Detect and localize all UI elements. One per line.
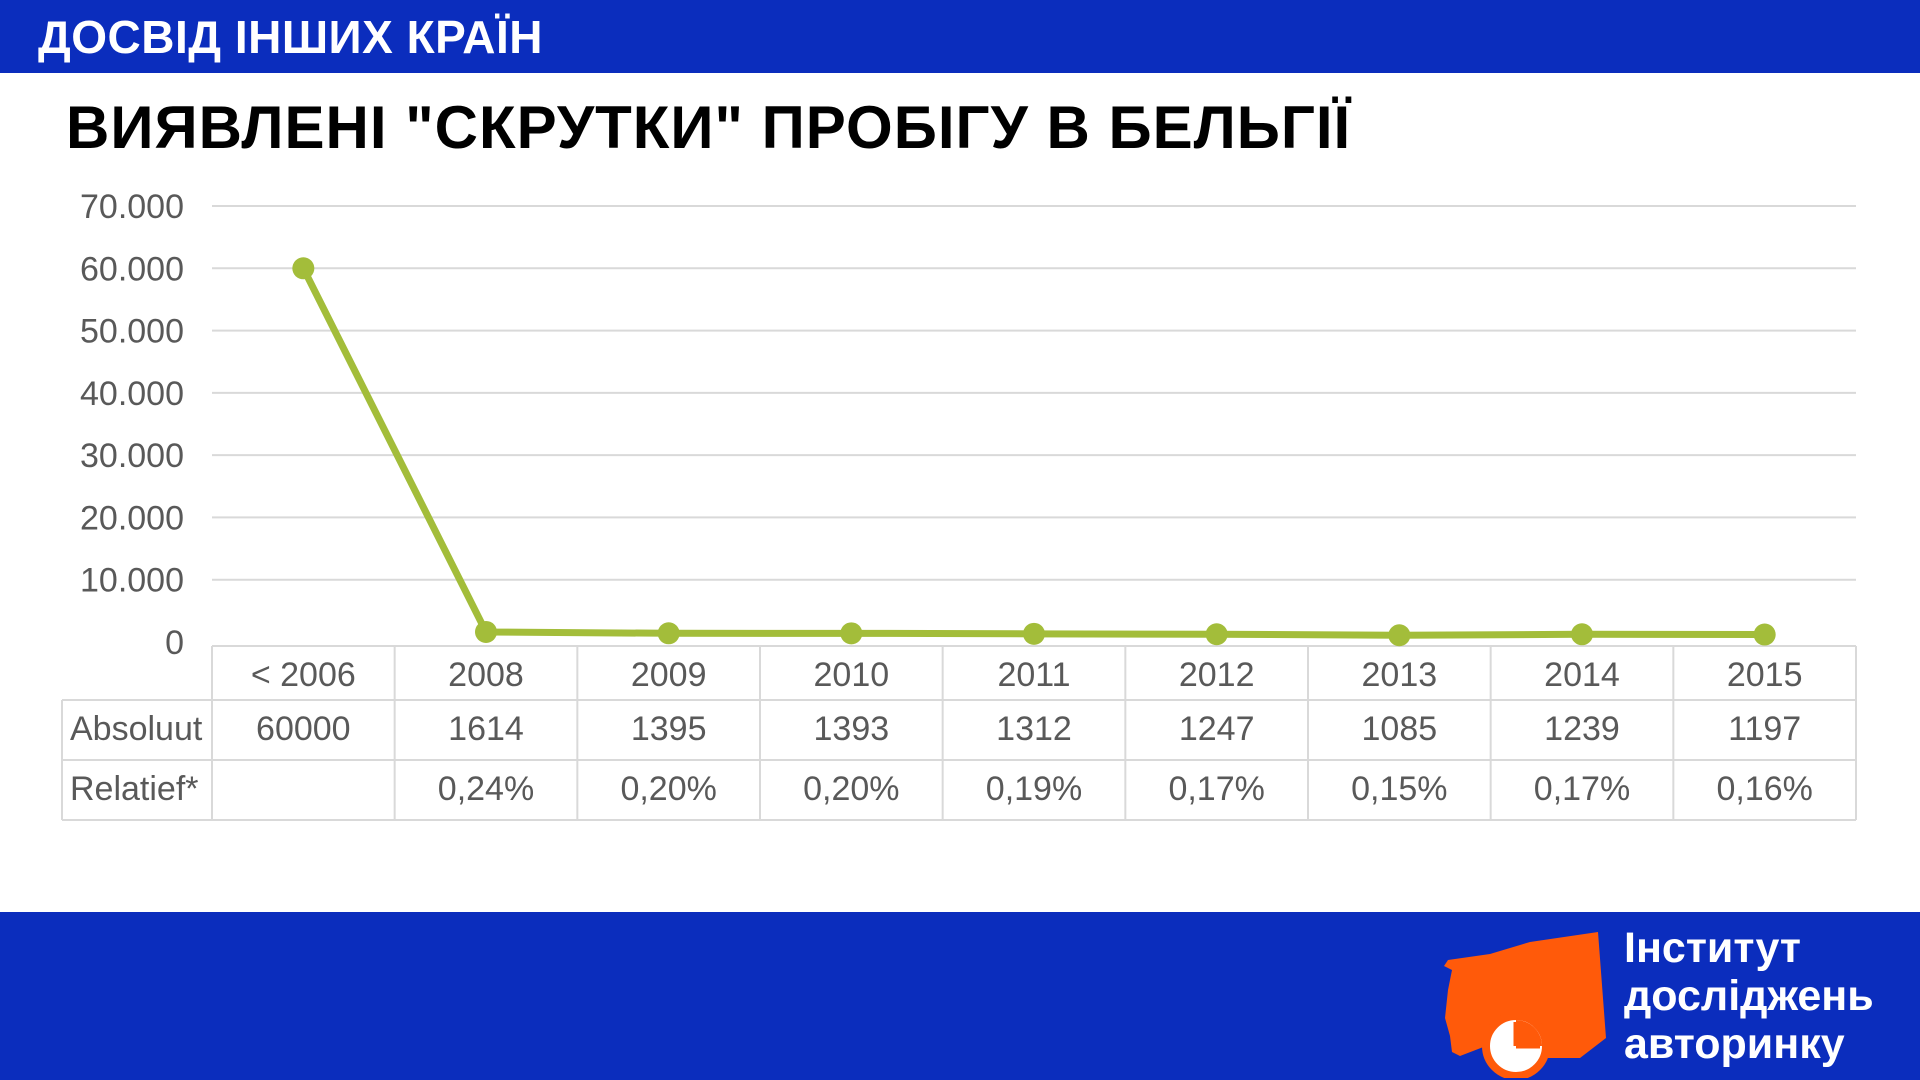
- x-category-label: 2008: [448, 656, 524, 694]
- data-point: [1753, 623, 1776, 646]
- logo-line-1: Інститут: [1624, 924, 1801, 972]
- table-cell: 1247: [1179, 710, 1255, 748]
- table-row-label: Absoluut: [70, 710, 203, 748]
- line-chart: 0 10.000 20.000 30.000 40.000 50.000 60.000 70.…: [61, 188, 1857, 821]
- x-category-label: 2009: [631, 656, 707, 694]
- x-category-label: 2013: [1362, 656, 1438, 694]
- header-bar: ДОСВІД ІНШИХ КРАЇН: [0, 0, 1920, 73]
- logo-text: Інститут досліджень авторинку: [1624, 924, 1874, 1068]
- table-cell: 0,20%: [620, 770, 716, 808]
- y-tick-label: 50.000: [80, 313, 184, 351]
- data-point: [1571, 623, 1593, 646]
- table-cell: 1239: [1544, 710, 1620, 748]
- table-cell: 1312: [996, 710, 1072, 748]
- table-cell: 0,17%: [1168, 770, 1264, 808]
- table-cell: 0,24%: [438, 770, 534, 808]
- section-title: ДОСВІД ІНШИХ КРАЇН: [38, 11, 543, 63]
- x-category-label: 2012: [1179, 656, 1255, 694]
- table-cell: 0,19%: [986, 770, 1082, 808]
- data-point: [292, 257, 315, 280]
- y-tick-label: 0: [165, 624, 184, 662]
- table-cell: 1393: [814, 710, 890, 748]
- data-point: [657, 622, 680, 645]
- y-tick-label: 40.000: [80, 375, 184, 413]
- x-category-label: 2015: [1727, 656, 1803, 694]
- table-cell: 0,15%: [1351, 770, 1447, 808]
- x-category-label: 2011: [997, 656, 1070, 694]
- x-category-label: < 2006: [251, 656, 356, 694]
- data-point: [1023, 622, 1045, 645]
- table-cell: 0,16%: [1716, 770, 1812, 808]
- table-cell: 1085: [1362, 710, 1438, 748]
- table-cell: 0,17%: [1534, 770, 1630, 808]
- y-tick-label: 20.000: [80, 499, 184, 537]
- logo-line-2: досліджень: [1624, 972, 1874, 1020]
- data-point: [1205, 623, 1228, 646]
- y-tick-label: 70.000: [80, 188, 184, 226]
- table-row-label: Relatief*: [70, 770, 199, 808]
- table-cell: 1197: [1728, 710, 1801, 748]
- slide-title: ВИЯВЛЕНІ "СКРУТКИ" ПРОБІГУ В БЕЛЬГІЇ: [66, 94, 1352, 161]
- table-cell: 60000: [256, 710, 351, 748]
- table-cell: 1614: [448, 710, 524, 748]
- data-point: [840, 622, 863, 645]
- data-point: [1388, 624, 1411, 647]
- table-cell: 0,20%: [803, 770, 899, 808]
- data-point: [475, 620, 497, 643]
- x-category-label: 2010: [814, 656, 890, 694]
- y-tick-label: 30.000: [80, 437, 184, 475]
- table-cell: 1395: [631, 710, 707, 748]
- institute-logo-car-icon: [1444, 932, 1606, 1078]
- y-tick-label: 10.000: [80, 562, 184, 600]
- logo-line-3: авторинку: [1624, 1020, 1845, 1068]
- y-tick-label: 60.000: [80, 250, 184, 288]
- x-category-label: 2014: [1544, 656, 1620, 694]
